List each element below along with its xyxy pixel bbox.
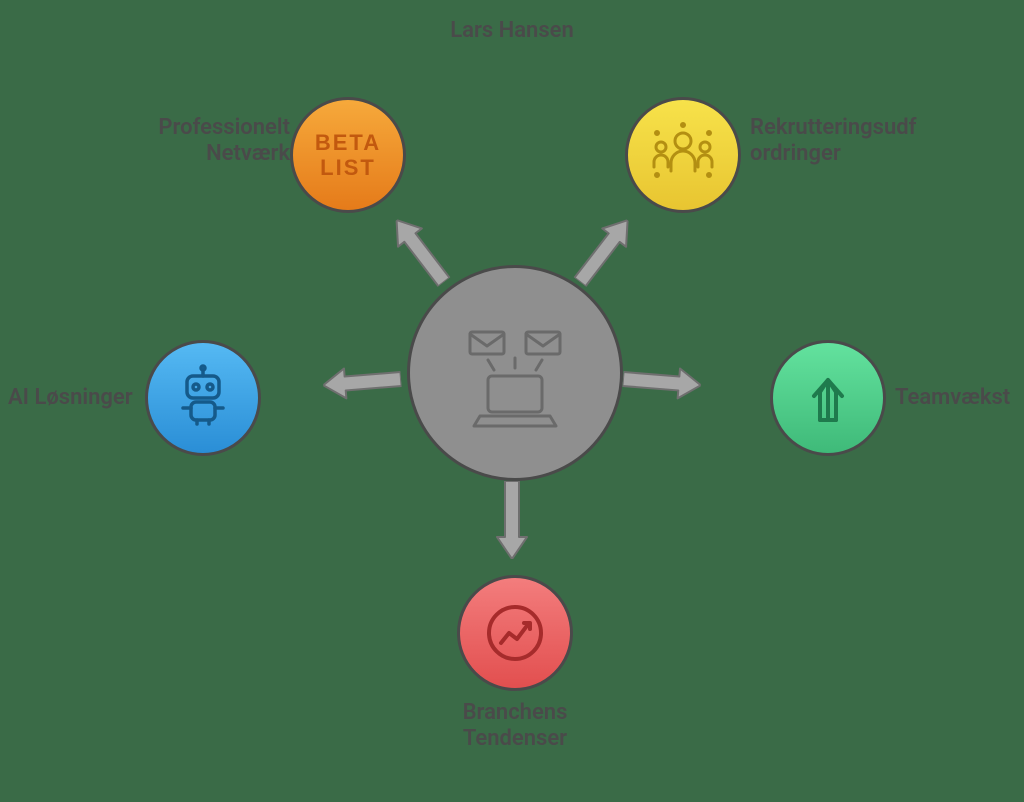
label-line: Netværk: [140, 141, 290, 167]
center-node: [407, 265, 623, 481]
label-recruitment-challenges: Rekrutteringsudfordringer: [750, 115, 970, 168]
people-network-icon: [643, 115, 723, 195]
node-professional-network: BETA LIST: [290, 97, 406, 213]
label-team-growth: Teamvækst: [895, 385, 1024, 411]
node-ai-solutions: [145, 340, 261, 456]
label-line: AI Løsninger: [8, 385, 148, 411]
svg-text:LIST: LIST: [320, 155, 376, 180]
robot-icon: [163, 358, 243, 438]
arrow-up-icon: [788, 358, 868, 438]
arrow-to-team-growth: [621, 361, 702, 403]
label-line: Rekrutteringsudf: [750, 115, 970, 141]
line-chart-circle-icon: [475, 593, 555, 673]
node-team-growth: [770, 340, 886, 456]
laptop-mail-icon: [440, 298, 590, 448]
node-industry-trends: [457, 575, 573, 691]
arrow-to-industry-trends: [494, 481, 530, 559]
label-line: Teamvækst: [895, 385, 1024, 411]
betalist-icon: BETA LIST: [308, 115, 388, 195]
diagram-stage: Lars Hansen: [0, 0, 1024, 802]
arrow-to-recruitment-challenges: [565, 209, 641, 293]
label-line: Tendenser: [430, 726, 600, 752]
arrow-to-ai-solutions: [322, 361, 403, 403]
label-line: Professionelt: [140, 115, 290, 141]
label-line: ordringer: [750, 141, 970, 167]
page-title: Lars Hansen: [0, 18, 1024, 43]
svg-text:BETA: BETA: [315, 130, 381, 155]
arrow-to-professional-network: [383, 209, 459, 293]
label-professional-network: ProfessioneltNetværk: [140, 115, 290, 168]
label-ai-solutions: AI Løsninger: [8, 385, 148, 411]
label-industry-trends: BranchensTendenser: [430, 700, 600, 753]
node-recruitment-challenges: [625, 97, 741, 213]
label-line: Branchens: [430, 700, 600, 726]
